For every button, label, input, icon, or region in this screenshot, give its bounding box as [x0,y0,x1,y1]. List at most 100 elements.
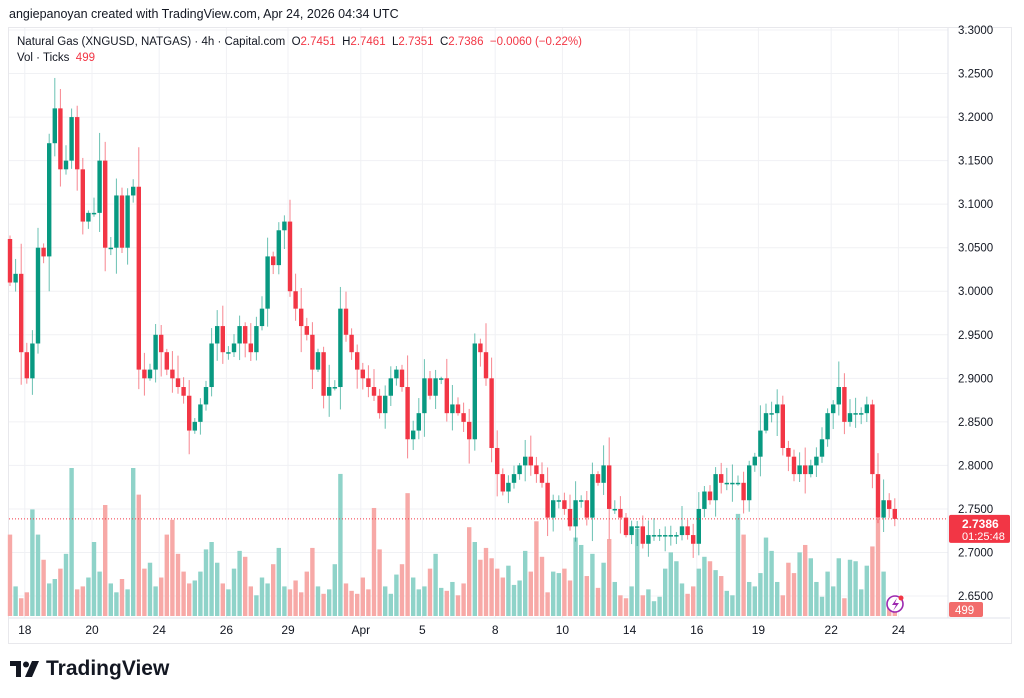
volume-bar [629,586,634,616]
volume-bar [483,547,489,616]
candle-body [814,456,819,466]
candle-body [19,273,24,353]
volume-bar [562,568,567,616]
volume-bar [450,581,455,616]
legend-volume-row: Vol · Ticks 499 [17,50,582,66]
candle-body [405,387,410,440]
candle-body [489,378,494,448]
symbol-title[interactable]: Natural Gas (XNGUSD, NATGAS) · 4h · Capi… [17,36,286,48]
volume-bar [724,590,729,616]
candle-body [523,456,528,466]
time-tick-label: 5 [419,623,426,637]
volume-bar [623,598,629,616]
candle-body [579,500,584,502]
candle-body [444,378,449,414]
low-label: L [392,36,399,48]
candle-body [635,526,640,528]
candle-body [142,369,147,379]
candle-body [248,343,253,353]
volume-label[interactable]: Vol · Ticks [17,52,70,64]
candle-body [870,404,875,475]
candle-body [730,482,735,485]
volume-bar [276,547,281,616]
candle-body [467,421,472,440]
volume-bar [416,589,421,616]
volume-bar [209,542,214,616]
candle-body [220,326,225,353]
volume-bar [870,546,875,616]
candle-body [495,447,500,475]
lightning-icon[interactable] [886,595,904,613]
candle-body [618,508,623,518]
candle-body [24,352,29,379]
candle-body [209,343,214,388]
candle-body [383,395,388,414]
volume-bar [467,527,472,616]
volume-bar [691,586,696,616]
volume-bar [786,562,791,616]
close-label: C [439,36,449,48]
lightning-bolt [892,598,899,611]
candle-body [892,508,897,519]
candle-body [674,535,679,537]
volume-bar [7,534,13,616]
volume-bar [327,589,332,616]
tradingview-logo-icon [10,661,39,677]
candle-body [394,369,399,379]
tradingview-logo[interactable]: TradingView [10,657,169,681]
candle-body [299,308,304,327]
volume-bar [590,553,595,616]
candle-body [875,474,881,518]
volume-bar [702,556,707,616]
grid [9,28,948,618]
volume-bar [685,593,690,616]
time-tick-label: 24 [153,623,167,637]
candle-body [114,195,119,248]
volume-bar [259,577,265,616]
volume-bar [730,595,735,616]
volume-bar [394,574,399,616]
candle-body [159,334,164,353]
candle-body [864,404,869,414]
volume-bar [612,581,617,616]
price-tick-label: 2.7500 [958,504,993,516]
volume-bar [299,592,304,616]
volume-bar [461,583,466,616]
volume-bar [349,590,354,616]
candle-body [226,352,231,354]
price-tick-label: 2.9000 [958,373,993,385]
candle-body [439,378,444,380]
candle-body [825,413,830,440]
volume-bar [371,507,377,616]
volume-bar [35,534,41,616]
candle-body [181,387,186,396]
candle-body [265,256,270,309]
volume-bar [814,581,819,616]
volume-bar [265,583,270,616]
chart-frame [8,27,1012,644]
volume-bars [7,468,897,616]
candle-body [859,413,864,415]
candle-body [775,404,780,414]
volume-bar [556,573,561,616]
candle-body [187,395,192,431]
candle-body [539,474,545,483]
legend-ohlc-row: Natural Gas (XNGUSD, NATGAS) · 4h · Capi… [17,34,582,50]
volume-bar [80,586,85,616]
notification-dot [898,595,904,601]
price-tick-label: 3.2500 [958,69,993,81]
volume-bar [97,571,102,616]
last-price-value: 2.7386 [962,517,999,531]
price-tick-label: 3.1500 [958,156,993,168]
candle-body [153,334,158,370]
time-tick-label: 10 [556,623,570,637]
price-tick-label: 3.3000 [958,25,993,37]
candle-body [528,456,533,466]
candle-body [108,247,113,250]
volume-bar [881,571,886,616]
volume-bar [52,579,57,616]
volume-bar [220,583,225,616]
candle-body [103,160,108,248]
candle-body [808,465,813,475]
